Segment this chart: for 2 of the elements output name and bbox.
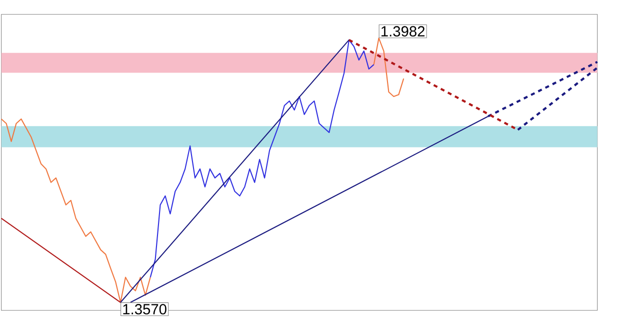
text: 1.3570 bbox=[123, 304, 166, 314]
text: 1.3982 bbox=[382, 26, 425, 37]
